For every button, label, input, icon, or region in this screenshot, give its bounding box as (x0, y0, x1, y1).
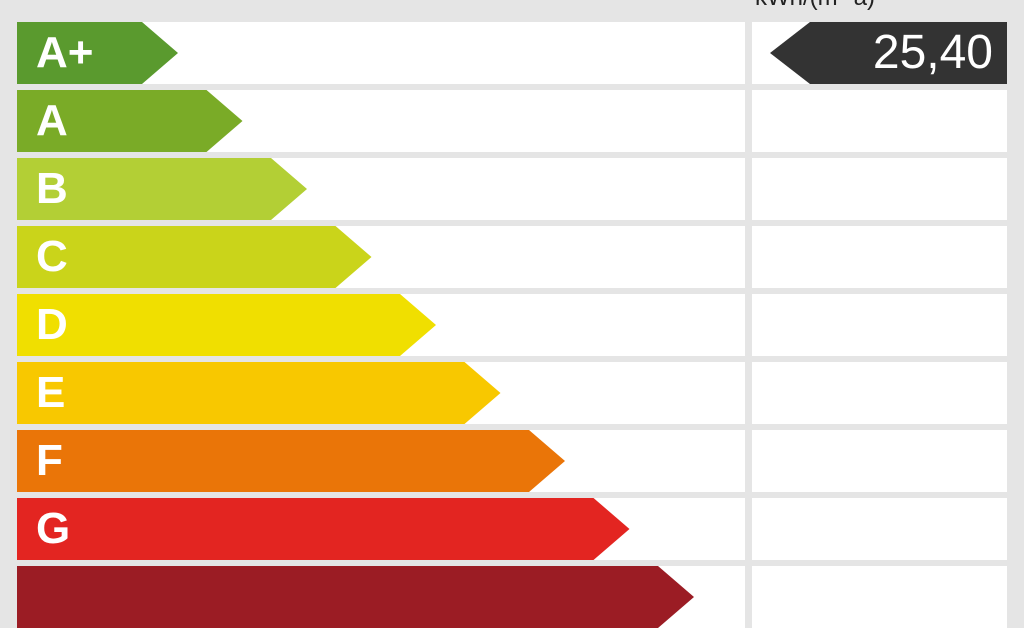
value-cell (752, 362, 1007, 424)
rating-value-arrow: 25,40 (770, 22, 1007, 84)
energy-class-bar: B (17, 158, 307, 220)
energy-class-bar: D (17, 294, 436, 356)
energy-class-bar: A+ (17, 22, 178, 84)
energy-class-label: C (36, 232, 68, 281)
energy-class-label: G (36, 504, 71, 553)
value-cell (752, 566, 1007, 628)
energy-class-label: D (36, 300, 68, 349)
energy-class-bar (17, 566, 694, 628)
energy-class-bar: F (17, 430, 565, 492)
rating-value: 25,40 (872, 26, 993, 79)
value-cell (752, 498, 1007, 560)
energy-class-bar: G (17, 498, 630, 560)
energy-class-bar: A (17, 90, 243, 152)
energy-class-bar: E (17, 362, 501, 424)
energy-class-label: B (36, 164, 68, 213)
value-cell (752, 226, 1007, 288)
value-cell (752, 430, 1007, 492)
energy-class-label: E (36, 368, 66, 417)
energy-class-label: A+ (36, 28, 94, 77)
value-cell (752, 158, 1007, 220)
unit-label: kWh/(m²·a) (755, 0, 875, 12)
energy-class-bar: C (17, 226, 372, 288)
energy-class-label: F (36, 436, 63, 485)
energy-class-label: A (36, 96, 68, 145)
value-cell (752, 294, 1007, 356)
value-cell (752, 90, 1007, 152)
